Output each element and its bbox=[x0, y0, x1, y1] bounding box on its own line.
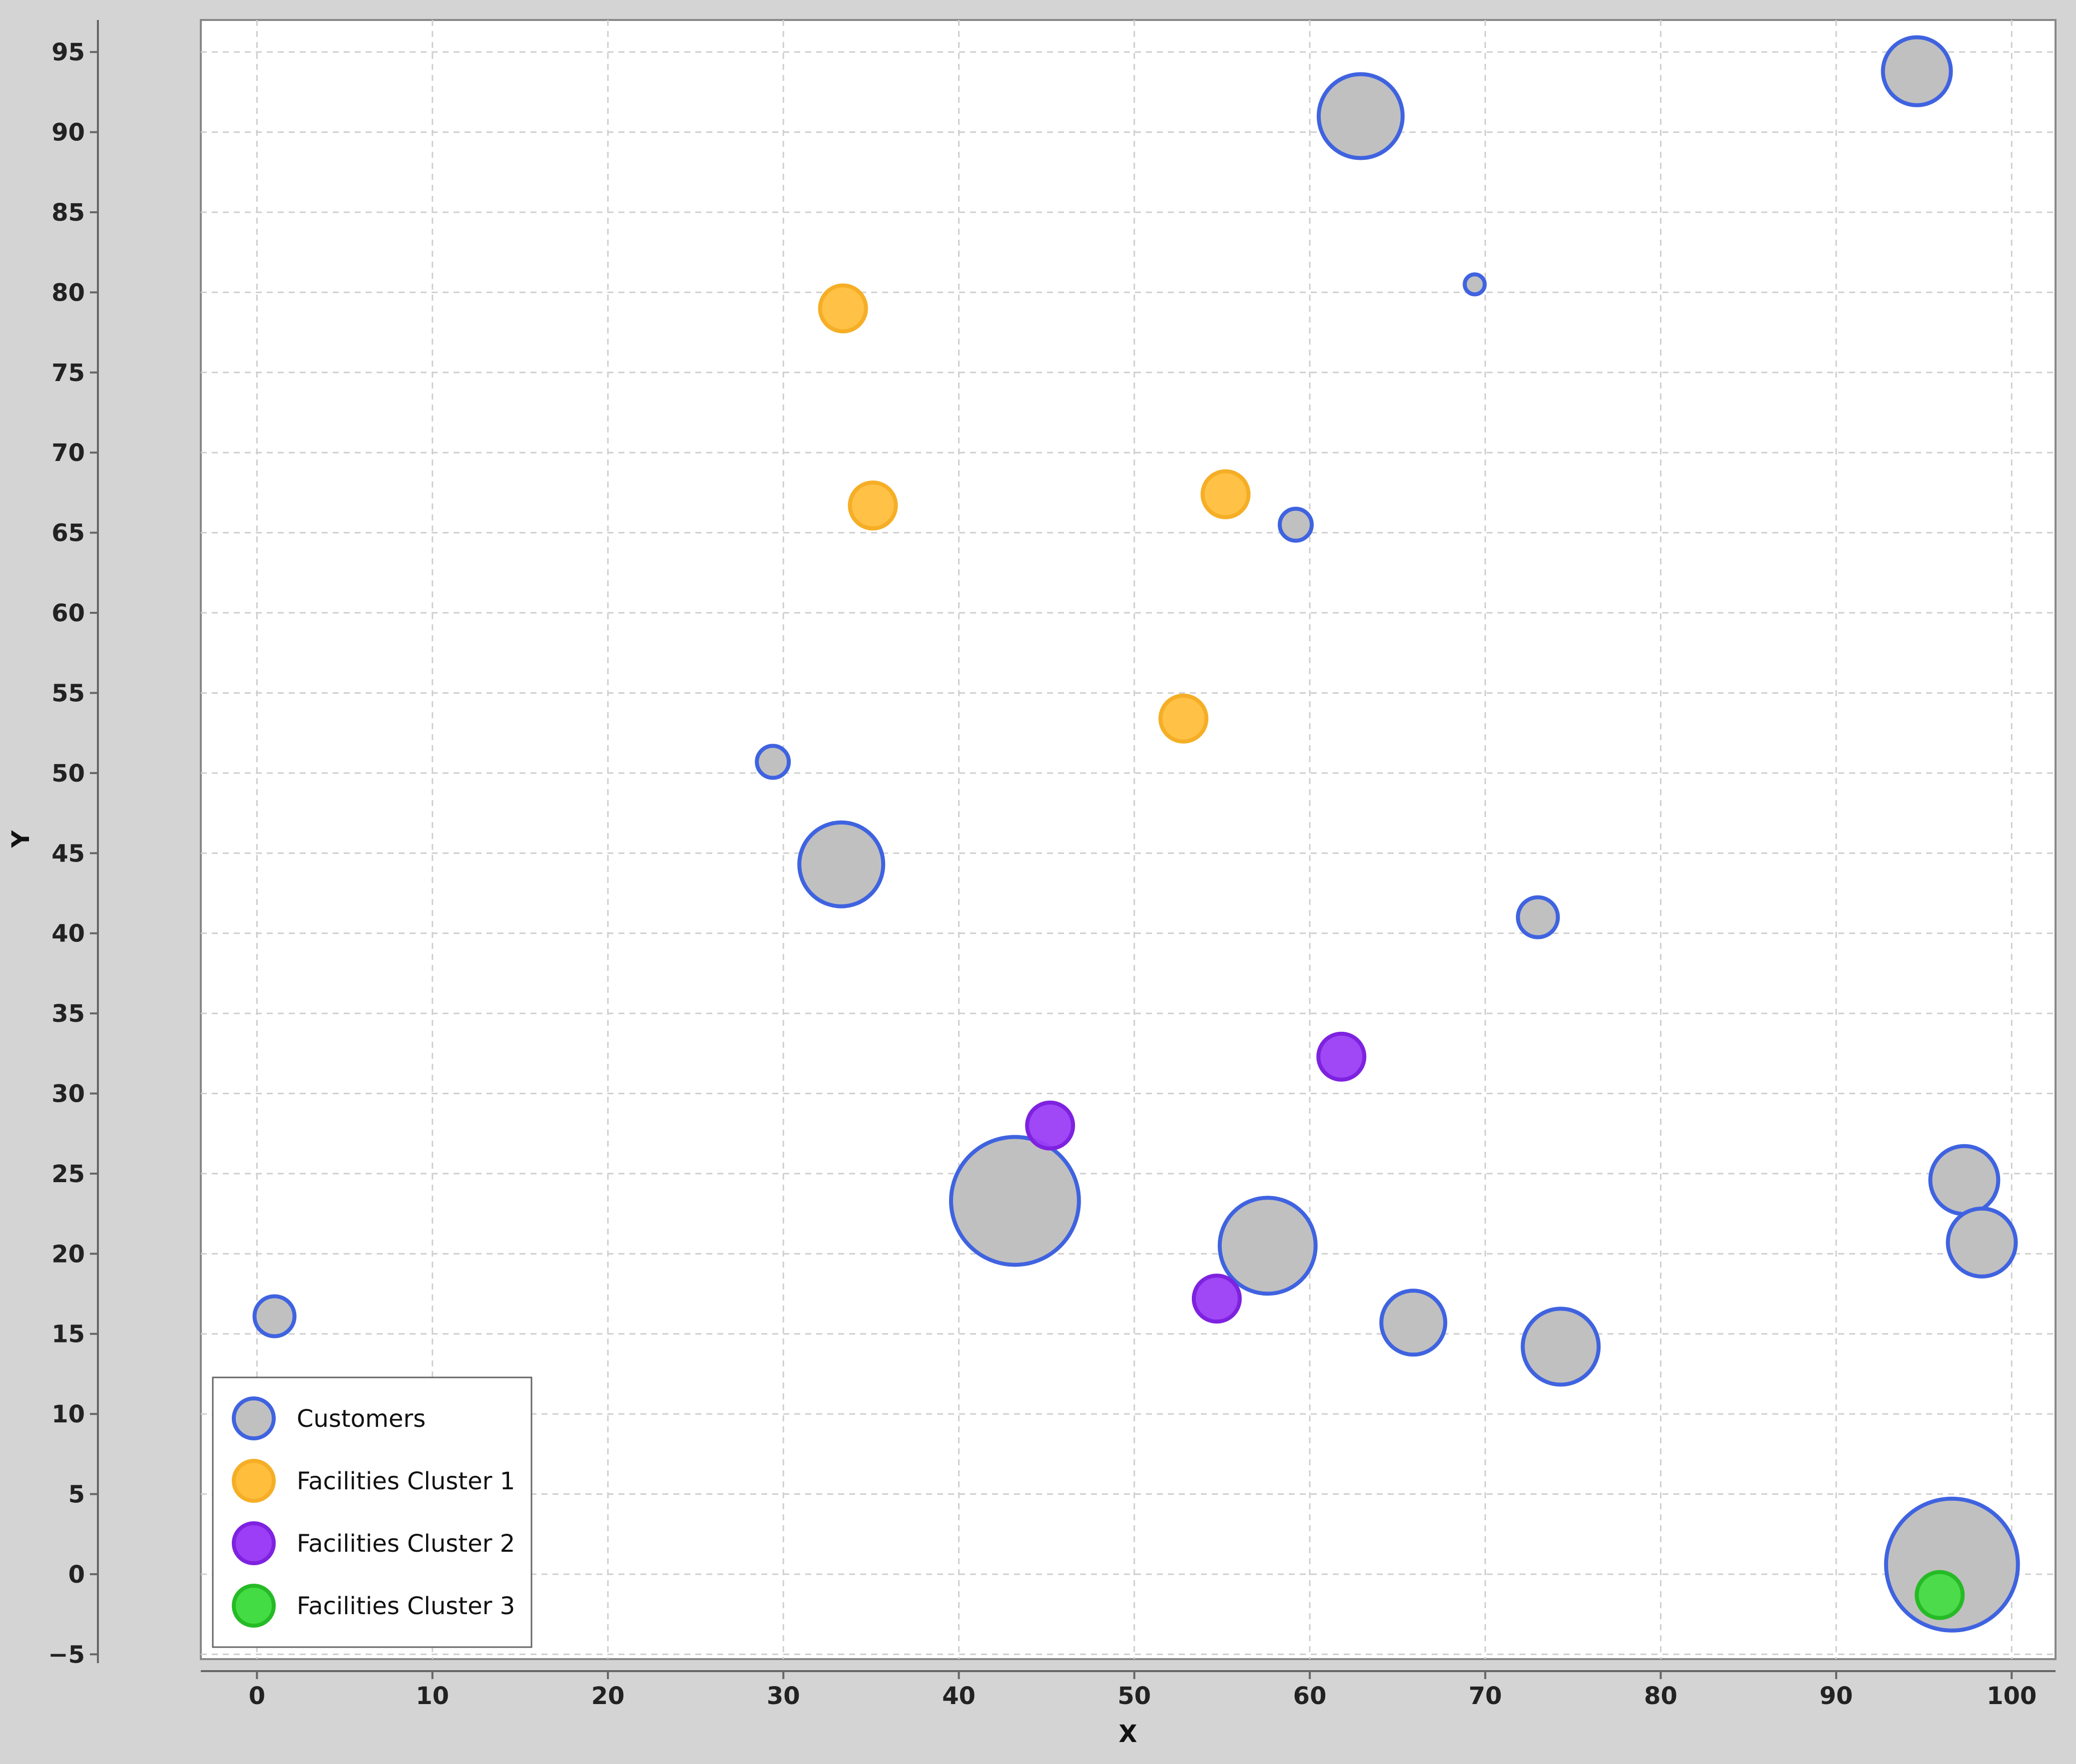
customer-point bbox=[1379, 1289, 1448, 1357]
y-tick-label: 45 bbox=[51, 840, 85, 868]
x-tick-label: 40 bbox=[942, 1682, 976, 1710]
legend-marker bbox=[232, 1584, 276, 1628]
x-axis-label: X bbox=[1118, 1720, 1137, 1748]
customer-point bbox=[1516, 895, 1560, 939]
y-tick-label: 85 bbox=[51, 199, 85, 227]
customer-point bbox=[1316, 72, 1405, 160]
facility-cluster-2-point bbox=[1316, 1031, 1367, 1082]
y-tick-label: 95 bbox=[51, 38, 85, 66]
customer-point bbox=[1217, 1196, 1318, 1296]
customer-point bbox=[252, 1294, 297, 1338]
y-ticks: −5 0 5 10 15 20 25 30 35 40 45 50 55 60 65 70 75 80 85 90 95 bbox=[48, 38, 98, 1669]
facility-cluster-1-point bbox=[1200, 469, 1251, 519]
y-tick-label: 80 bbox=[51, 279, 85, 307]
legend-label: Customers bbox=[297, 1405, 426, 1433]
legend-item-facilities-cluster-1: Facilities Cluster 1 bbox=[232, 1459, 515, 1503]
data-points bbox=[252, 35, 2020, 1633]
legend: Customers Facilities Cluster 1 Facilitie… bbox=[212, 1376, 532, 1648]
legend-marker bbox=[232, 1521, 276, 1565]
legend-label: Facilities Cluster 2 bbox=[297, 1530, 515, 1558]
y-tick-label: 5 bbox=[68, 1481, 85, 1509]
y-tick-label: 15 bbox=[51, 1321, 85, 1348]
y-tick-label: 10 bbox=[51, 1400, 85, 1428]
y-tick-label: 70 bbox=[51, 439, 85, 467]
facility-cluster-3-point bbox=[1915, 1570, 1965, 1620]
facility-cluster-1-point bbox=[848, 480, 898, 531]
y-tick-label: 90 bbox=[51, 119, 85, 147]
y-tick-label: 65 bbox=[51, 519, 85, 547]
x-tick-label: 50 bbox=[1117, 1682, 1151, 1710]
y-tick-label: −5 bbox=[48, 1641, 85, 1669]
facility-cluster-2-point bbox=[1025, 1100, 1075, 1151]
customer-point bbox=[1928, 1144, 2001, 1216]
customer-point bbox=[1881, 35, 1953, 107]
legend-label: Facilities Cluster 1 bbox=[297, 1467, 515, 1495]
customer-point bbox=[755, 744, 791, 780]
x-tick-label: 10 bbox=[416, 1682, 449, 1710]
legend-marker bbox=[232, 1396, 276, 1440]
axes bbox=[97, 20, 2056, 1672]
y-tick-label: 40 bbox=[51, 920, 85, 948]
x-tick-label: 0 bbox=[249, 1682, 265, 1710]
y-tick-label: 30 bbox=[51, 1080, 85, 1108]
y-tick-label: 55 bbox=[51, 679, 85, 707]
x-tick-label: 20 bbox=[591, 1682, 625, 1710]
legend-item-facilities-cluster-3: Facilities Cluster 3 bbox=[232, 1584, 515, 1628]
x-tick-label: 70 bbox=[1469, 1682, 1502, 1710]
customer-point bbox=[949, 1135, 1081, 1267]
x-tick-label: 60 bbox=[1293, 1682, 1327, 1710]
customer-point bbox=[797, 820, 886, 908]
facility-cluster-2-point bbox=[1191, 1274, 1242, 1324]
customer-point bbox=[1521, 1307, 1601, 1387]
legend-item-customers: Customers bbox=[232, 1396, 426, 1440]
customer-point bbox=[1277, 506, 1314, 543]
y-tick-label: 0 bbox=[68, 1561, 85, 1589]
y-tick-label: 75 bbox=[51, 359, 85, 387]
x-tick-label: 90 bbox=[1820, 1682, 1853, 1710]
legend-item-facilities-cluster-2: Facilities Cluster 2 bbox=[232, 1521, 515, 1565]
y-tick-label: 25 bbox=[51, 1160, 85, 1188]
x-ticks: 0 10 20 30 40 50 60 70 80 90 100 bbox=[249, 1671, 2037, 1710]
legend-marker bbox=[232, 1459, 276, 1503]
legend-label: Facilities Cluster 3 bbox=[297, 1592, 515, 1620]
x-tick-label: 30 bbox=[767, 1682, 800, 1710]
y-tick-label: 50 bbox=[51, 760, 85, 788]
y-tick-label: 60 bbox=[51, 599, 85, 627]
facility-cluster-1-point bbox=[1158, 693, 1209, 744]
customer-point bbox=[1946, 1206, 2018, 1279]
y-axis-label: Y bbox=[7, 830, 35, 848]
x-tick-label: 80 bbox=[1644, 1682, 1677, 1710]
y-tick-label: 35 bbox=[51, 1000, 85, 1028]
customer-point bbox=[1463, 272, 1487, 297]
x-tick-label: 100 bbox=[1987, 1682, 2037, 1710]
y-tick-label: 20 bbox=[51, 1240, 85, 1268]
facility-cluster-1-point bbox=[818, 283, 868, 334]
